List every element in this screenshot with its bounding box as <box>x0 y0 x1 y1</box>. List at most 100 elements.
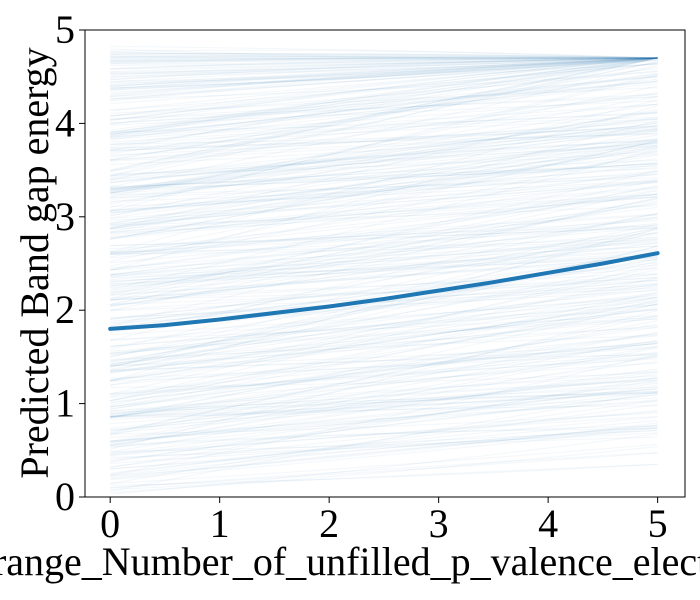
ice-line <box>110 57 658 63</box>
ice-line <box>110 105 658 253</box>
ice-line <box>110 146 658 214</box>
ice-line <box>110 57 658 136</box>
ice-line <box>110 384 658 449</box>
ice-line <box>110 228 658 307</box>
ice-line <box>110 142 658 181</box>
ice-line <box>110 283 658 367</box>
ice-line <box>110 141 658 199</box>
ice-line <box>110 57 658 78</box>
ice-line <box>110 219 658 247</box>
ice-line <box>110 170 658 239</box>
ice-line <box>110 377 658 429</box>
ice-line <box>110 57 658 117</box>
ice-line <box>110 162 658 190</box>
ice-line <box>110 57 658 83</box>
ice-line <box>110 130 658 184</box>
ice-line <box>110 62 658 131</box>
ice-line <box>110 352 658 380</box>
ice-line <box>110 245 658 283</box>
ice-line <box>110 370 658 415</box>
ice-line <box>110 258 658 358</box>
ice-line <box>110 187 658 236</box>
ice-line <box>110 244 658 287</box>
ice-line <box>110 380 658 416</box>
ice-line <box>110 424 658 470</box>
ice-line <box>110 96 658 120</box>
ice-line <box>110 267 658 301</box>
ice-line <box>110 296 658 406</box>
ice-line <box>110 60 658 90</box>
ice-line <box>110 83 658 146</box>
ice-line <box>110 291 658 402</box>
ice-line <box>110 148 658 240</box>
ice-line <box>110 52 658 59</box>
ice-line <box>110 103 658 158</box>
ice-line <box>110 296 658 336</box>
x-tick-label: 0 <box>100 501 120 546</box>
ice-line <box>110 57 658 111</box>
ice-line <box>110 375 658 412</box>
ice-line <box>110 57 658 137</box>
ice-line <box>110 248 658 277</box>
ice-line <box>110 52 658 59</box>
ice-line <box>110 371 658 388</box>
ice-line <box>110 76 658 133</box>
ice-line <box>110 263 658 395</box>
ice-line <box>110 326 658 410</box>
ice-line <box>110 443 658 484</box>
ice-line <box>110 419 658 470</box>
ice-line <box>110 382 658 444</box>
ice-line <box>110 288 658 356</box>
ice-line <box>110 236 658 276</box>
ice-line <box>110 73 658 212</box>
ice-line <box>110 334 658 361</box>
ice-line <box>110 125 658 194</box>
ice-line <box>110 252 658 282</box>
ice-line <box>110 62 658 117</box>
ice-line <box>110 266 658 362</box>
ice-line <box>110 324 658 367</box>
ice-line <box>110 424 658 480</box>
ice-line <box>110 238 658 294</box>
ice-line <box>110 150 658 267</box>
ice-line <box>110 390 658 419</box>
ice-line <box>110 255 658 320</box>
ice-line <box>110 138 658 219</box>
ice-line <box>110 216 658 275</box>
ice-line <box>110 57 658 172</box>
ice-line <box>110 57 658 81</box>
ice-line <box>110 264 658 320</box>
ice-line <box>110 60 658 177</box>
ice-line <box>110 292 658 370</box>
ice-line <box>110 241 658 276</box>
ice-line <box>110 433 658 495</box>
ice-line <box>110 392 658 417</box>
ice-line <box>110 324 658 418</box>
ice-line <box>110 190 658 293</box>
ice-line <box>110 57 658 63</box>
ice-line <box>110 233 658 327</box>
ice-line <box>110 63 658 121</box>
x-tick-label: 5 <box>648 501 668 546</box>
ice-line <box>110 314 658 434</box>
ice-line <box>110 387 658 455</box>
ice-line <box>110 268 658 381</box>
ice-line <box>110 427 658 481</box>
ice-line <box>110 254 658 289</box>
ice-line <box>110 251 658 328</box>
ice-line <box>110 119 658 272</box>
ice-line <box>110 63 658 102</box>
ice-line <box>110 253 658 285</box>
ice-line <box>110 103 658 140</box>
ice-line <box>110 332 658 410</box>
ice-line <box>110 57 658 91</box>
ice-line <box>110 340 658 403</box>
ice-line <box>110 294 658 342</box>
ice-line <box>110 96 658 193</box>
ice-line <box>110 165 658 189</box>
ice-line <box>110 388 658 442</box>
ice-line <box>110 320 658 435</box>
ice-line <box>110 57 658 89</box>
ice-line <box>110 425 658 447</box>
